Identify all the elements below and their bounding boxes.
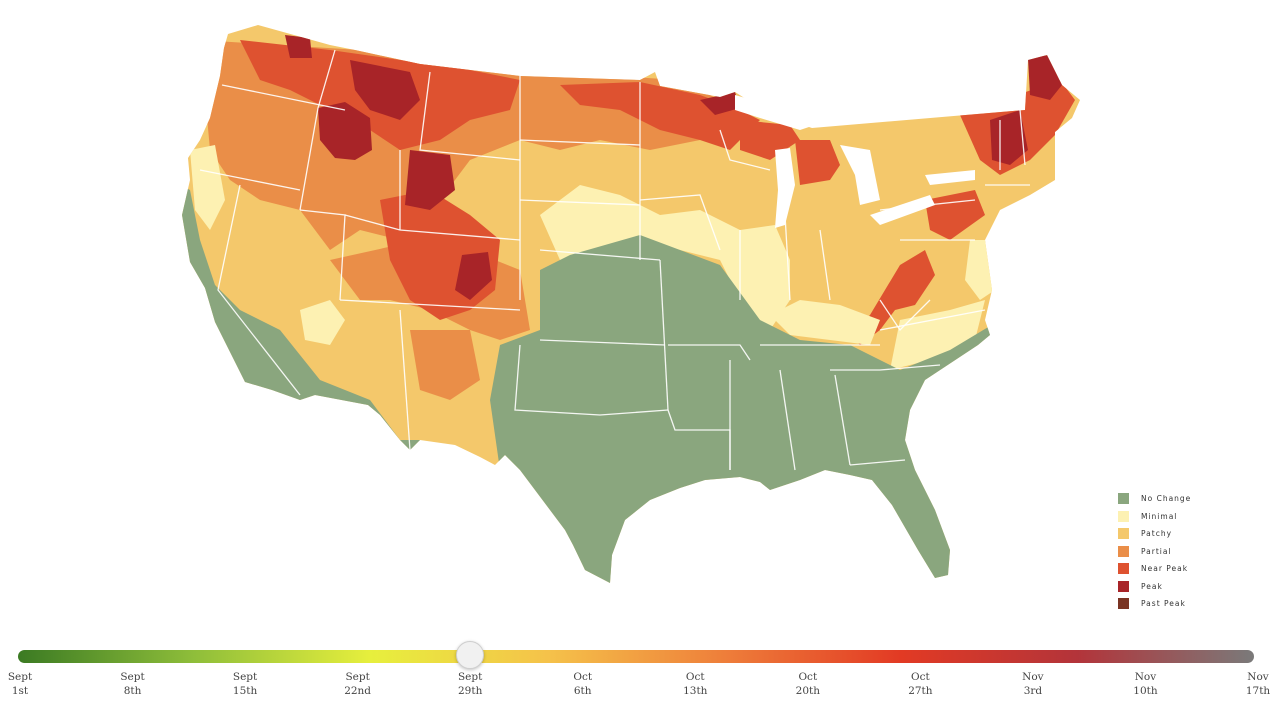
legend-item: Patchy (1118, 525, 1258, 543)
lake-huron (840, 145, 880, 205)
legend-label: No Change (1141, 494, 1192, 504)
timeline-date-label[interactable]: Oct 20th (778, 670, 838, 698)
date-day: 22nd (344, 685, 372, 697)
legend-item: Minimal (1118, 508, 1258, 526)
timeline-date-label[interactable]: Sept 1st (0, 670, 50, 698)
legend-swatch (1118, 598, 1129, 610)
date-day: 6th (573, 685, 592, 697)
us-foliage-map (182, 25, 1080, 583)
date-month: Sept (345, 671, 370, 683)
timeline-date-label[interactable]: Sept 8th (103, 670, 163, 698)
timeline-track[interactable] (18, 650, 1254, 663)
lake-erie (870, 195, 935, 225)
date-day: 29th (458, 685, 483, 697)
legend-swatch (1118, 510, 1129, 522)
timeline-date-label[interactable]: Oct 27th (890, 670, 950, 698)
legend-label: Past Peak (1141, 599, 1186, 609)
legend-item: Near Peak (1118, 560, 1258, 578)
date-month: Oct (685, 671, 705, 683)
legend-item: Past Peak (1118, 595, 1258, 613)
date-day: 17th (1245, 685, 1271, 697)
timeline-date-label[interactable]: Nov 17th (1228, 670, 1280, 698)
timeline-date-label[interactable]: Sept 15th (215, 670, 275, 698)
legend-swatch (1118, 493, 1129, 505)
legend-swatch (1118, 580, 1129, 592)
lake-michigan (775, 148, 795, 228)
great-lakes (735, 95, 975, 228)
minimal-region-california (190, 145, 225, 230)
peak-region-wyoming (405, 150, 455, 210)
near-peak-region-michigan (795, 140, 840, 185)
minimal-region-east (890, 300, 985, 370)
legend: No Change Minimal Patchy Partial Near Peak Pe… (1118, 490, 1258, 613)
date-day: 27th (908, 685, 933, 697)
legend-swatch (1118, 545, 1129, 557)
minimal-region-central (540, 185, 790, 330)
date-month: Nov (1022, 671, 1044, 683)
date-day: 13th (683, 685, 708, 697)
peak-region-glacier (285, 35, 312, 58)
minimal-region-kentucky (770, 300, 880, 345)
date-month: Oct (798, 671, 818, 683)
legend-label: Patchy (1141, 529, 1173, 539)
date-month: Sept (457, 671, 483, 683)
timeline-date-label[interactable]: Sept 22nd (328, 670, 388, 698)
date-month: Oct (573, 671, 593, 683)
date-month: Sept (232, 671, 258, 683)
peak-region-minnesota (700, 92, 740, 115)
timeline-date-label[interactable]: Nov 3rd (1003, 670, 1063, 698)
legend-item: Peak (1118, 578, 1258, 596)
date-day: 20th (795, 685, 820, 697)
legend-label: Minimal (1141, 511, 1178, 521)
date-month: Sept (120, 671, 145, 683)
minimal-region-arizona (300, 300, 345, 345)
timeline-date-label[interactable]: Oct 13th (665, 670, 725, 698)
timeline-date-label[interactable]: Sept 29th (440, 670, 500, 698)
lake-ontario (925, 170, 975, 185)
peak-region-maine (1028, 55, 1062, 100)
date-day: 10th (1133, 685, 1158, 697)
date-day: 15th (232, 685, 258, 697)
peak-region-colorado (455, 252, 492, 300)
date-day: 1st (11, 685, 29, 697)
lake-superior (735, 95, 815, 130)
legend-label: Partial (1141, 546, 1172, 556)
legend-item: Partial (1118, 543, 1258, 561)
peak-region-montana (350, 60, 420, 120)
legend-item: No Change (1118, 490, 1258, 508)
date-month: Sept (7, 671, 33, 683)
date-month: Oct (911, 671, 930, 683)
legend-label: Peak (1141, 581, 1163, 591)
legend-label: Near Peak (1141, 564, 1189, 574)
date-day: 8th (123, 685, 142, 697)
timeline-slider-handle[interactable] (456, 641, 485, 669)
timeline-date-label[interactable]: Nov 10th (1115, 670, 1175, 698)
legend-swatch (1118, 563, 1129, 575)
timeline-date-labels: Sept 1st Sept 8th Sept 15th Sept 22nd Sept 29th Oc… (0, 670, 1280, 710)
partial-region-southern-rockies (410, 330, 480, 400)
timeline-date-label[interactable]: Oct 6th (553, 670, 613, 698)
date-month: Nov (1134, 671, 1157, 683)
date-day: 3rd (1023, 685, 1043, 697)
near-peak-region-pennsylvania (925, 190, 985, 240)
peak-region-idaho (318, 102, 372, 160)
date-month: Nov (1247, 671, 1269, 683)
legend-swatch (1118, 528, 1129, 540)
